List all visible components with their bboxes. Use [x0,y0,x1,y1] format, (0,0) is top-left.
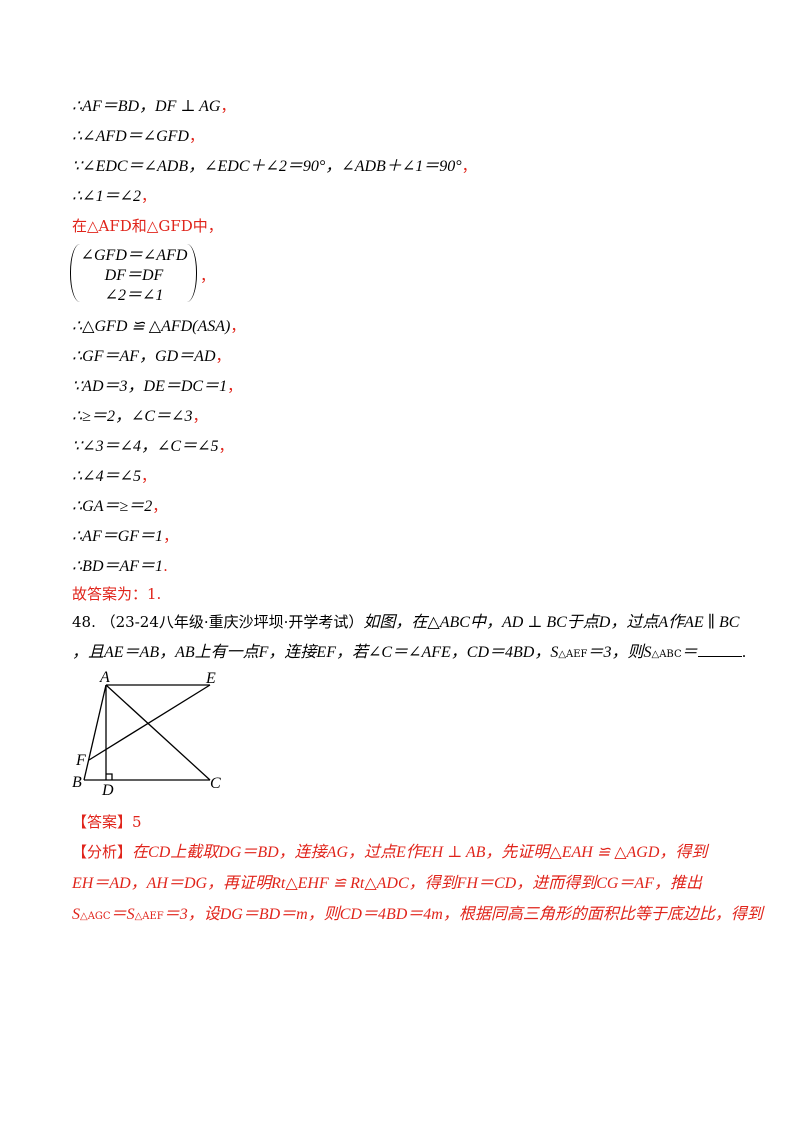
system-left-brace [70,244,81,302]
system-row-1: ∠GFD＝∠AFD [80,247,188,264]
proof-line-2: ∴∠AFD＝∠GFD， [72,127,204,145]
analysis-tag: 【分析】 [72,843,133,861]
problem-number: 48. [72,613,96,631]
analysis-line-3: S△AGC＝S△AEF＝3，设DG＝BD＝m，则CD＝4BD＝4m，根据同高三角… [72,906,763,923]
problem-line-2: ，且AE＝AB，AB上有一点F，连接EF，若∠C＝∠AFE，CD＝4BD，S△A… [72,642,747,661]
right-angle-mark [106,773,113,780]
proof-line-12: ∴GA＝≥＝2， [72,497,168,515]
geometry-figure: A E F B D C [72,670,221,799]
proof-line-13: ∴AF＝GF＝1， [72,527,179,545]
proof-line-5: 在△AFD和△GFD中， [72,217,223,235]
analysis-line-1: 【分析】在CD上截取DG＝BD，连接AG，过点E作EH ⊥ AB，先证明△EAH… [72,843,708,861]
problem-source: （23-24八年级·重庆沙坪坝·开学考试） [100,613,364,631]
label-F: F [75,752,86,769]
problem-text-1: 如图，在△ABC中，AD ⊥ BC于点D，过点A作AE ∥ BC [363,614,740,631]
system-tail: ， [200,267,216,285]
answer-line: 【答案】5 [72,812,142,832]
proof-line-10: ∵∠3＝∠4，∠C＝∠5， [72,437,234,455]
proof-line-9: ∴≥＝2，∠C＝∠3， [72,407,208,425]
answer-tag: 【答案】 [72,813,133,831]
system-row-2: DF＝DF [104,267,164,284]
system-row-3: ∠2＝∠1 [104,287,164,304]
previous-answer: 故答案为：1. [72,585,162,603]
label-A: A [99,670,110,686]
proof-line-8: ∵AD＝3，DE＝DC＝1， [72,377,243,395]
segment-EF [88,684,211,761]
label-D: D [101,782,114,799]
label-C: C [210,775,221,792]
proof-line-11: ∴∠4＝∠5， [72,467,157,485]
proof-line-6: ∴△GFD ≌ △AFD(ASA)， [72,317,246,335]
proof-line-7: ∴GF＝AF，GD＝AD， [72,347,231,365]
segment-AB [83,684,107,781]
answer-blank [697,642,742,657]
proof-line-4: ∴∠1＝∠2， [72,187,157,205]
analysis-line-2: EH＝AD，AH＝DG，再证明Rt△EHF ≌ Rt△ADC，得到FH＝CD，进… [72,875,702,892]
problem-line-1: 48. （23-24八年级·重庆沙坪坝·开学考试）如图，在△ABC中，AD ⊥ … [72,612,739,633]
proof-line-1: ∴AF＝BD，DF ⊥ AG， [72,97,236,115]
label-B: B [72,774,82,791]
proof-line-14: ∴BD＝AF＝1. [72,557,168,575]
segment-AC [105,684,211,781]
system-right-brace [186,244,197,302]
answer-value: 5 [132,813,142,831]
label-E: E [205,670,216,687]
proof-line-3: ∵∠EDC＝∠ADB，∠EDC＋∠2＝90°，∠ADB＋∠1＝90°， [72,157,477,175]
